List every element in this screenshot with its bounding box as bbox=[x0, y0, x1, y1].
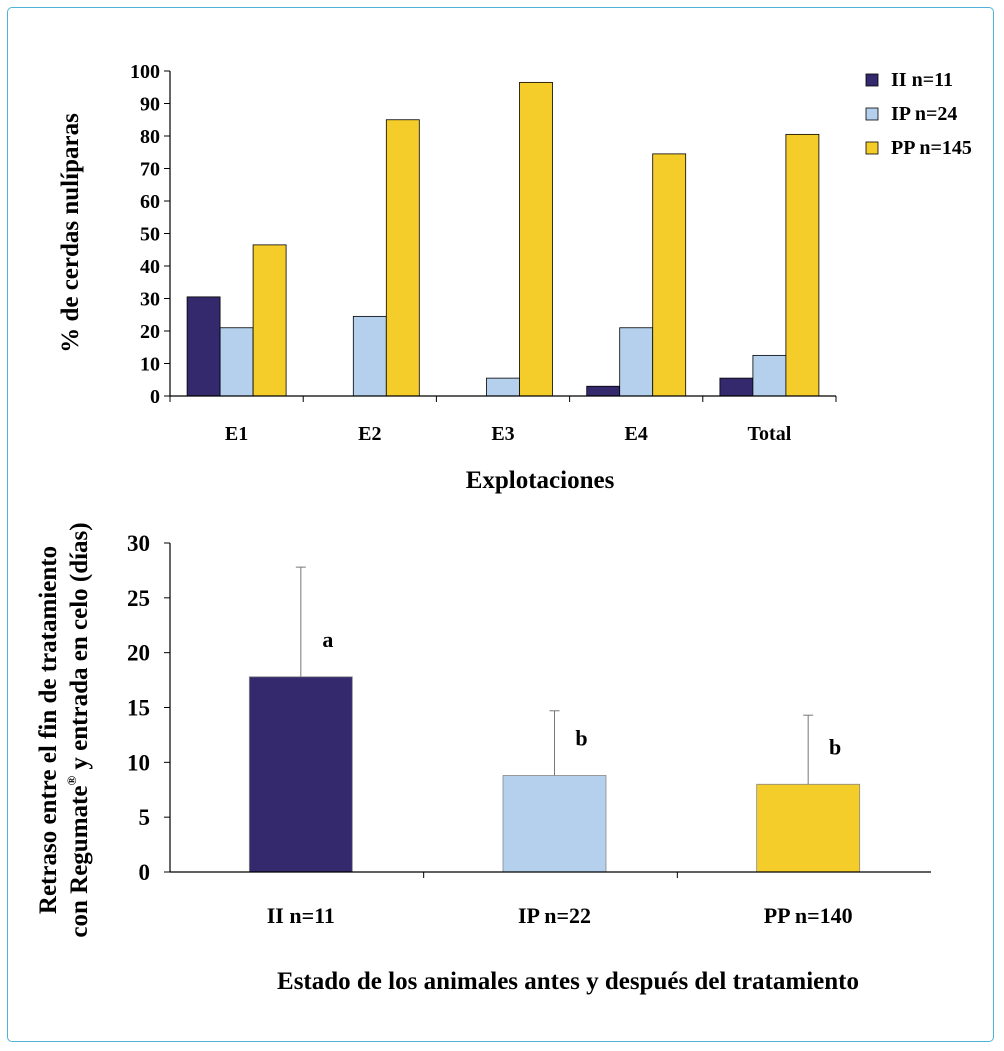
chart-2-y-tick-labels: 0 5 10 15 20 25 30 bbox=[127, 531, 150, 885]
bar-e1-ip bbox=[219, 327, 254, 397]
chart-1-x-tick-labels: E1 E2 E3 E4 Total bbox=[225, 423, 792, 445]
bar-ip-n-22 bbox=[502, 775, 607, 873]
bar-total-ii bbox=[719, 377, 754, 397]
bar-e4-ii bbox=[586, 385, 621, 397]
y-tick-label-40: 40 bbox=[140, 256, 160, 278]
bar-ii-n-11 bbox=[248, 676, 353, 873]
chart-2-x-axis-title: Estado de los animales antes y después d… bbox=[277, 968, 859, 995]
bar-e1-ii bbox=[186, 296, 221, 397]
chart-1-y-tick-labels: 0 10 20 30 40 50 60 70 80 90 100 bbox=[130, 61, 160, 408]
bar-e1-pp bbox=[252, 244, 287, 397]
y-tick-label-10: 10 bbox=[140, 354, 160, 376]
y-tick-label-60: 60 bbox=[140, 191, 160, 213]
y-tick-label-70: 70 bbox=[140, 159, 160, 181]
y-tick-label-5: 5 bbox=[139, 805, 151, 830]
y-tick-label-90: 90 bbox=[140, 94, 160, 116]
bar-total-ip bbox=[752, 354, 787, 397]
chart-1: 0 10 20 30 40 50 60 70 80 90 100 E1 E2 E3 E4 Total Exp… bbox=[57, 61, 972, 494]
chart-2-y-axis-title-sup: ® bbox=[64, 776, 79, 786]
y-tick-label-50: 50 bbox=[140, 224, 160, 246]
bar-e4-ip bbox=[619, 327, 654, 397]
x-tick-label-ii-n-11: II n=11 bbox=[267, 903, 335, 928]
legend-swatch-ii bbox=[865, 73, 879, 87]
y-tick-label-0: 0 bbox=[150, 386, 160, 408]
bar-e4-pp bbox=[652, 153, 687, 397]
y-tick-label-0: 0 bbox=[139, 860, 151, 885]
chart-1-axes bbox=[164, 70, 837, 402]
chart-1-bars bbox=[186, 81, 820, 397]
chart-2-bars bbox=[248, 676, 861, 873]
y-tick-label-100: 100 bbox=[130, 61, 160, 83]
legend-label-ip: IP n=24 bbox=[891, 103, 957, 125]
y-tick-label-25: 25 bbox=[127, 586, 150, 611]
y-tick-label-30: 30 bbox=[127, 531, 150, 556]
chart-2-y-axis-title-line-2: con Regumate® y entrada en celo (días) bbox=[64, 522, 93, 937]
chart-2-y-axis-title-post: y entrada en celo (días) bbox=[66, 522, 93, 775]
chart-2-axes bbox=[164, 542, 931, 878]
x-tick-label-e2: E2 bbox=[358, 423, 381, 445]
bar-total-pp bbox=[785, 133, 820, 397]
chart-1-x-axis-title: Explotaciones bbox=[466, 467, 615, 494]
x-tick-label-total: Total bbox=[748, 423, 792, 445]
legend-swatch-ip bbox=[865, 107, 879, 121]
chart-1-y-axis-title: % de cerdas nulíparas bbox=[57, 113, 84, 353]
chart-2-y-axis-title-line-1: Retraso entre el fin de tratamiento bbox=[35, 546, 62, 914]
x-tick-label-ip-n-22: IP n=22 bbox=[518, 903, 591, 928]
chart-2-x-tick-labels: II n=11 IP n=22 PP n=140 bbox=[267, 903, 853, 928]
significance-letter-ip-n-22: b bbox=[575, 725, 587, 750]
y-tick-label-20: 20 bbox=[140, 321, 160, 343]
bar-e2-pp bbox=[385, 119, 420, 397]
chart-2-significance-letters: a b b bbox=[322, 627, 841, 759]
legend-label-ii: II n=11 bbox=[891, 69, 953, 91]
figure-frame bbox=[7, 7, 994, 1042]
y-tick-label-20: 20 bbox=[127, 641, 150, 666]
bar-e2-ip bbox=[352, 315, 387, 397]
x-tick-label-e3: E3 bbox=[491, 423, 514, 445]
legend-label-pp: PP n=145 bbox=[891, 137, 972, 159]
x-tick-label-e1: E1 bbox=[225, 423, 248, 445]
legend-swatch-pp bbox=[865, 141, 879, 155]
bar-e3-pp bbox=[519, 81, 553, 397]
x-tick-label-pp-n-140: PP n=140 bbox=[764, 903, 853, 928]
y-tick-label-30: 30 bbox=[140, 289, 160, 311]
chart-2-y-axis-title-pre: con Regumate bbox=[66, 786, 93, 938]
chart-2-error-bars bbox=[295, 566, 814, 785]
significance-letter-ii-n-11: a bbox=[322, 627, 333, 652]
significance-letter-pp-n-140: b bbox=[829, 734, 841, 759]
chart-1-legend: II n=11 IP n=24 PP n=145 bbox=[865, 69, 972, 159]
bar-e3-ip bbox=[486, 377, 520, 397]
x-tick-label-e4: E4 bbox=[625, 423, 648, 445]
y-tick-label-15: 15 bbox=[127, 696, 150, 721]
y-tick-label-10: 10 bbox=[127, 750, 150, 775]
y-tick-label-80: 80 bbox=[140, 126, 160, 148]
bar-pp-n-140 bbox=[756, 783, 861, 873]
